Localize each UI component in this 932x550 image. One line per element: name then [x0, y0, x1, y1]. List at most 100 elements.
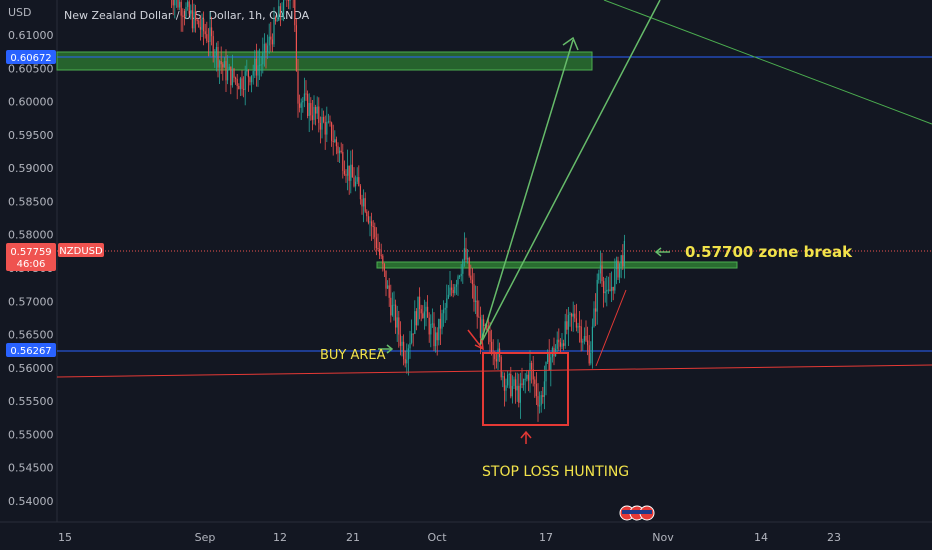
candle-body: [598, 273, 600, 280]
candle-body: [423, 311, 425, 319]
candle-body: [174, 0, 176, 6]
candle-body: [180, 1, 182, 16]
candle-body: [281, 14, 283, 16]
candle-body: [257, 65, 259, 76]
candle-body: [604, 291, 606, 294]
candle-body: [619, 263, 621, 278]
candle-body: [571, 313, 573, 317]
candle-body: [558, 339, 560, 343]
candle-body: [307, 94, 309, 116]
candle-body: [470, 275, 472, 280]
candle-body: [387, 285, 389, 289]
time-tick-label: 15: [58, 531, 72, 544]
candle-body: [340, 150, 342, 153]
candle-body: [273, 18, 275, 45]
candle-body: [383, 264, 385, 271]
candle-body: [375, 237, 377, 248]
candle-body: [364, 198, 366, 212]
candle-body: [191, 10, 193, 29]
candle-body: [519, 383, 521, 403]
candle-body: [455, 284, 457, 287]
price-tick-label: 0.59000: [8, 162, 54, 175]
stop-loss-annotation[interactable]: STOP LOSS HUNTING: [482, 464, 629, 480]
candle-body: [252, 71, 254, 76]
stop-loss-box[interactable]: [482, 352, 569, 426]
lower-price-tag: 0.56267: [6, 343, 56, 357]
candle-body: [486, 325, 488, 330]
candle-body: [348, 165, 350, 181]
candle-body: [217, 47, 219, 68]
price-tick-label: 0.56500: [8, 329, 54, 342]
candle-body: [287, 0, 289, 1]
candle-body: [540, 395, 542, 406]
candle-body: [612, 286, 614, 291]
candle-body: [476, 300, 478, 317]
projection-arrow-head: [562, 36, 579, 51]
candle-body: [182, 15, 184, 17]
time-axis[interactable]: 15 Sep 12 21 Oct 17 Nov 14 23: [58, 531, 841, 544]
candle-body: [388, 285, 390, 298]
green-descending-trendline[interactable]: [603, 0, 932, 125]
long-projection-line[interactable]: [479, 0, 661, 346]
candle-body: [380, 255, 382, 257]
economic-events-icon[interactable]: [619, 505, 655, 521]
candle-body: [262, 52, 264, 65]
candle-body: [300, 102, 302, 108]
candle-body: [620, 255, 622, 264]
candle-body: [422, 313, 424, 319]
candle-body: [431, 323, 433, 325]
candle-body: [475, 300, 477, 303]
zone-break-annotation[interactable]: 0.57700 zone break: [685, 243, 853, 261]
candle-body: [452, 289, 454, 294]
red-support-trendline[interactable]: [56, 364, 932, 378]
candle-body: [308, 103, 310, 116]
candle-body: [188, 1, 190, 14]
candle-body: [268, 36, 270, 46]
candle-body: [297, 71, 299, 104]
candle-body: [251, 75, 253, 83]
projection-arrow-line[interactable]: [479, 39, 574, 346]
candle-body: [279, 6, 281, 16]
upper-resistance-zone[interactable]: [56, 51, 593, 71]
candle-body: [543, 381, 545, 397]
time-tick-label: Oct: [427, 531, 447, 544]
candle-body: [339, 150, 341, 154]
candle-body: [441, 313, 443, 329]
candle-body: [391, 305, 393, 316]
candle-body: [311, 115, 313, 120]
candle-body: [355, 181, 357, 187]
red-rising-trendline[interactable]: [595, 289, 627, 367]
candle-body: [199, 27, 201, 30]
candle-body: [244, 71, 246, 90]
candle-body: [623, 240, 625, 267]
candle-body: [241, 78, 243, 89]
candle-body: [559, 342, 561, 347]
candle-body: [209, 27, 211, 42]
candle-body: [303, 93, 305, 101]
buy-area-annotation[interactable]: BUY AREA: [320, 348, 386, 363]
candle-body: [507, 374, 509, 386]
candle-body: [587, 340, 589, 346]
symbol-tag-bg: [58, 243, 104, 257]
candle-body: [369, 221, 371, 223]
candle-body: [583, 335, 585, 342]
candle-body: [345, 174, 347, 176]
candle-body: [601, 265, 603, 282]
candle-body: [575, 318, 577, 328]
candle-body: [515, 379, 517, 391]
candle-body: [595, 308, 597, 312]
upper-price-tag: 0.60672: [6, 50, 56, 64]
candle-body: [351, 164, 353, 178]
candle-body: [382, 255, 384, 265]
candle-body: [337, 146, 339, 154]
candle-body: [361, 199, 363, 207]
price-tick-label: 0.55500: [8, 395, 54, 408]
candle-body: [615, 260, 617, 270]
candle-body: [564, 321, 566, 346]
candle-body: [526, 374, 528, 379]
upper-price-tag-text: 0.60672: [10, 53, 51, 64]
candle-body: [179, 1, 181, 8]
breakout-zone[interactable]: [376, 261, 738, 269]
